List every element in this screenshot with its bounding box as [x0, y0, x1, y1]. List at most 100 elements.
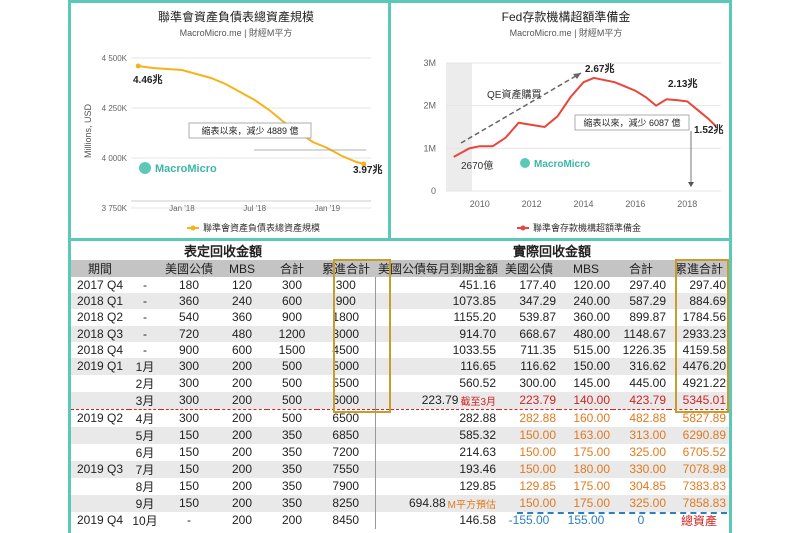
table-cell [71, 391, 129, 410]
table-cell: 7900 [317, 477, 376, 495]
table-cell [71, 477, 129, 495]
table-cell: 480 [217, 325, 267, 342]
end-point [361, 161, 367, 167]
table-cell: 5345.01 [669, 391, 729, 410]
table-row: 2019 Q1 1月 300 200 500 5000 116.65 116.62 150.00… [71, 357, 729, 375]
table-cell: 1500 [267, 341, 317, 358]
table-row: 2017 Q4-180 120 300 300 451.16 177.40 120.00 29… [71, 277, 729, 294]
table-cell: 600 [267, 293, 317, 310]
table-cell: 200 [217, 511, 267, 529]
table-cell: 200 [217, 409, 267, 427]
table-cell: 8月 [129, 477, 161, 495]
table-cell: 3月 [129, 391, 161, 410]
table-cell: 200 [217, 460, 267, 478]
table-cell: 1073.85 [374, 293, 500, 310]
table-cell: 500 [267, 357, 317, 375]
table-cell: 1033.55 [374, 341, 500, 358]
table-cell: 120.00 [559, 277, 614, 294]
table-cell: 600 [217, 341, 267, 358]
table-cell: 223.79 [499, 391, 560, 410]
table-cell: 175.00 [559, 443, 614, 461]
table-cell: 10月 [129, 511, 161, 529]
table-cell: - [129, 325, 161, 342]
table-cell: 214.63 [374, 443, 500, 461]
legend[interactable]: 聯準會存款機構超額準備金 [517, 222, 641, 233]
series-line [138, 65, 364, 165]
y-tick-label: 2M [423, 101, 436, 111]
table-cell: 177.40 [499, 277, 560, 294]
table-cell: 515.00 [559, 341, 614, 358]
table-row: 2019 Q3 7月 150 200 350 7550 193.46 150.00 180.00… [71, 460, 729, 478]
table-cell: 7858.83 [669, 494, 729, 512]
table-row: 8月 150 200 350 7900 129.85 129.85 175.00 304.85 7… [71, 477, 729, 495]
table-cell: 300.00 [499, 374, 560, 392]
table-cell: 300 [267, 277, 317, 294]
table-cell: 180.00 [559, 460, 614, 478]
table-cell: 2933.23 [669, 325, 729, 342]
table-cell: 884.69 [669, 293, 729, 310]
table-row: 9月 150 200 350 8250 M平方預估 694.88 150.00 175.00 32… [71, 494, 729, 512]
chart-subtitle: MacroMicro.me | 財經M平方 [180, 27, 293, 38]
legend-label: 聯準會存款機構超額準備金 [533, 222, 641, 233]
table-cell: 711.35 [499, 341, 560, 358]
table-cell: 300 [317, 277, 376, 294]
table-cell: 6月 [129, 443, 161, 461]
table-cell: 8450 [317, 511, 376, 529]
table-cell: 3000 [317, 325, 376, 342]
table-cell: 2018 Q1 [71, 293, 129, 310]
mid-label: 2.13兆 [668, 77, 697, 90]
macromicro-logo: MacroMicro [520, 158, 590, 170]
table-cell: 2018 Q3 [71, 325, 129, 342]
note-forecast: M平方預估 [447, 499, 497, 511]
table-cell: 500 [267, 391, 317, 410]
table-cell: 160.00 [559, 409, 614, 427]
table-cell: 482.88 [613, 409, 670, 427]
table-cell: 4476.20 [669, 357, 729, 375]
macromicro-logo-text: MacroMicro [534, 159, 590, 170]
excess-reserves-chart: Fed存款機構超額準備金 MacroMicro.me | 財經M平方 0 1M 2M… [423, 9, 723, 233]
table-cell: 300 [161, 391, 217, 410]
table-cell: 150.00 [499, 460, 560, 478]
table-cell: 297.40 [613, 277, 670, 294]
table-cell: - [129, 277, 161, 294]
macromicro-logo: MacroMicro [139, 162, 217, 175]
table-cell: 200 [217, 477, 267, 495]
table-cell: 585.32 [374, 426, 500, 444]
table-cell: 282.88 [374, 409, 500, 427]
table-cell: 360.00 [559, 309, 614, 326]
table-cell: 1148.67 [613, 325, 670, 342]
table-cell: 6850 [317, 426, 376, 444]
y-tick-label: 3 750K [102, 204, 128, 213]
table-cell: 5827.89 [669, 409, 729, 427]
y-tick-label: 4 500K [102, 54, 128, 63]
legend-label: 聯準會資產負債表總資產規模 [203, 222, 320, 233]
table-cell: 7200 [317, 443, 376, 461]
table-cell: 914.70 [374, 325, 500, 342]
table-cell: 129.85 [374, 477, 500, 495]
table-cell: 360 [161, 293, 217, 310]
fed-balance-sheet-panel: 聯準會資產負債表總資產規模 MacroMicro.me | 財經M平方 Mill… [71, 3, 388, 238]
table-cell: 175.00 [559, 494, 614, 512]
table-cell: 2019 Q3 [71, 460, 129, 478]
fed-balance-sheet-chart: 聯準會資產負債表總資產規模 MacroMicro.me | 財經M平方 Mill… [83, 9, 382, 233]
table-cell: 0 [613, 511, 670, 529]
balance-sheet-runoff-table-panel: 表定回收金額 實際回收金額 期間 美國公債 MBS 合計 累進合計 美國公債每月到期金額美… [71, 241, 729, 533]
chart-subtitle: MacroMicro.me | 財經M平方 [510, 27, 623, 38]
legend[interactable]: 聯準會資產負債表總資產規模 [187, 222, 320, 233]
table-cell: 297.40 [669, 277, 729, 294]
table-cell: 330.00 [613, 460, 670, 478]
note-as-of-march: 截至3月 [460, 396, 497, 408]
table-cell: 423.79 [613, 391, 670, 410]
table-cell: 313.00 [613, 426, 670, 444]
table-cell: 282.88 [499, 409, 560, 427]
table-cell: 1月 [129, 357, 161, 375]
table-row: 6月 150 200 350 7200 214.63 150.00 175.00 325.00 6… [71, 443, 729, 461]
annotation-box [574, 114, 690, 131]
column-header: MBS [559, 260, 614, 277]
table-cell: 500 [267, 409, 317, 427]
x-tick-label: 2018 [677, 199, 697, 209]
start-point [135, 63, 141, 69]
start-label: 2670億 [461, 159, 493, 172]
qe-arrow-head-icon [573, 73, 581, 79]
table-cell: 1155.20 [374, 309, 500, 326]
